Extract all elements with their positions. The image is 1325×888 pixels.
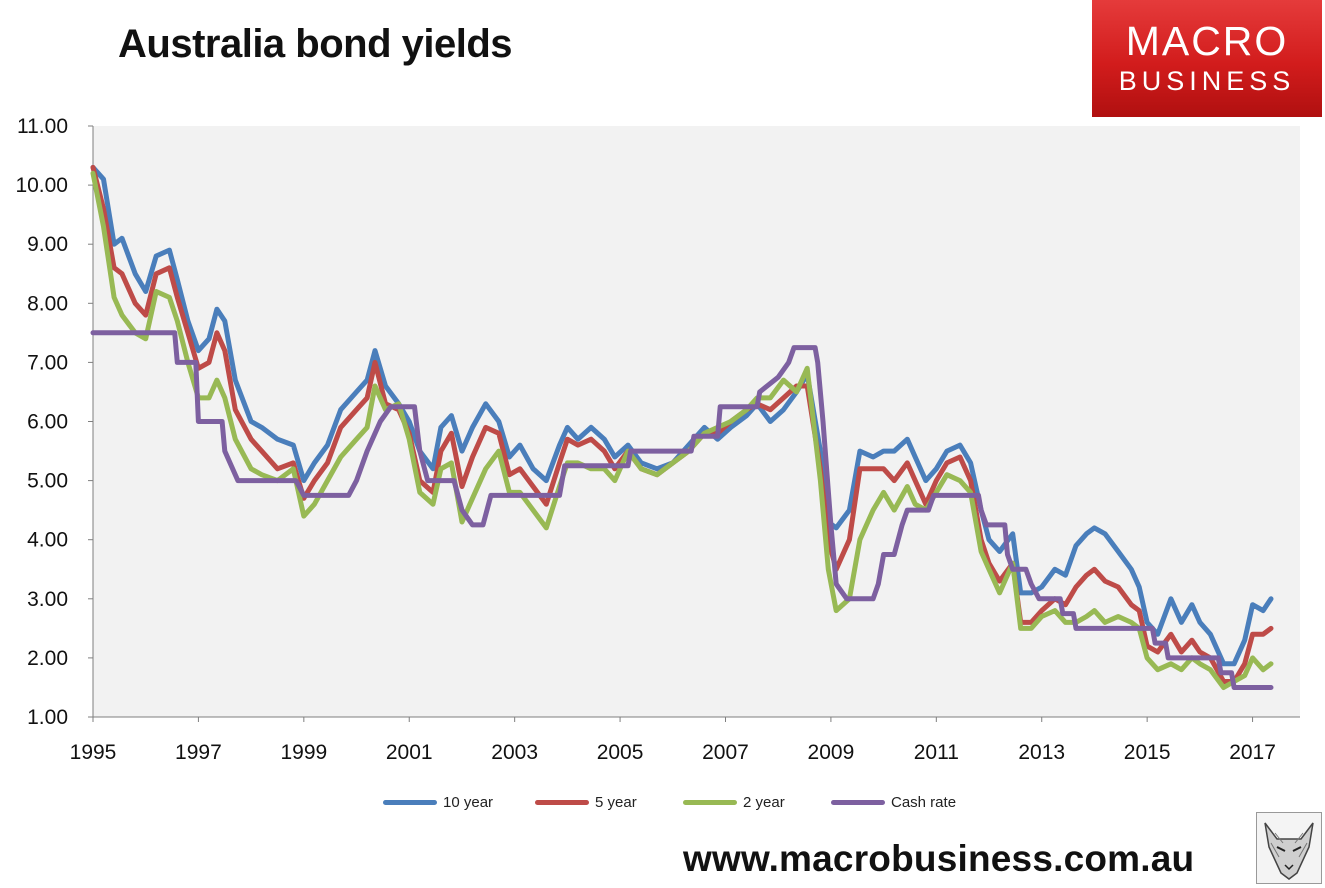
legend-label-5-year: 5 year [595,794,637,811]
brand-logo-line2: BUSINESS [1118,66,1296,96]
wolf-mascot-icon [1256,812,1322,884]
chart-legend: 10 year 5 year 2 year Cash rate [0,794,1325,814]
y-tick-label: 4.00 [27,529,68,552]
brand-logo: MACRO BUSINESS [1092,0,1322,117]
legend-item-cash-rate: Cash rate [831,794,956,811]
x-tick-label: 2007 [702,741,749,764]
legend-swatch-10-year [383,800,437,805]
series-line-2-year [90,170,1274,690]
y-tick-label: 3.00 [27,588,68,611]
legend-swatch-5-year [535,800,589,805]
website-url: www.macrobusiness.com.au [683,838,1195,879]
y-tick-label: 6.00 [27,411,68,434]
legend-item-10-year: 10 year [383,794,493,811]
legend-item-2-year: 2 year [683,794,785,811]
series-line-cash-rate [90,330,1274,690]
y-tick-label: 1.00 [27,706,68,729]
x-tick-label: 1997 [175,741,222,764]
x-tick-label: 2017 [1229,741,1276,764]
x-tick-label: 2005 [597,741,644,764]
y-tick-label: 9.00 [27,233,68,256]
y-tick-label: 5.00 [27,470,68,493]
brand-logo-line1: MACRO [1125,18,1289,64]
x-tick-label: 2013 [1018,741,1065,764]
y-tick-label: 10.00 [15,174,68,197]
x-tick-label: 1999 [280,741,327,764]
x-tick-label: 2009 [808,741,855,764]
series-line-10-year [90,164,1274,667]
x-tick-label: 1995 [70,741,117,764]
y-tick-label: 7.00 [27,351,68,374]
y-tick-label: 2.00 [27,647,68,670]
y-tick-label: 11.00 [17,115,68,138]
x-tick-label: 2011 [914,741,959,764]
legend-label-10-year: 10 year [443,794,494,811]
y-tick-label: 8.00 [27,292,68,315]
x-tick-label: 2015 [1124,741,1171,764]
legend-item-5-year: 5 year [535,794,637,811]
legend-label-cash-rate: Cash rate [891,794,957,811]
legend-swatch-cash-rate [831,800,885,805]
legend-label-2-year: 2 year [743,794,785,811]
chart-title: Australia bond yields [118,22,513,66]
x-tick-label: 2003 [491,741,538,764]
x-tick-label: 2001 [386,741,433,764]
legend-swatch-2-year [683,800,737,805]
